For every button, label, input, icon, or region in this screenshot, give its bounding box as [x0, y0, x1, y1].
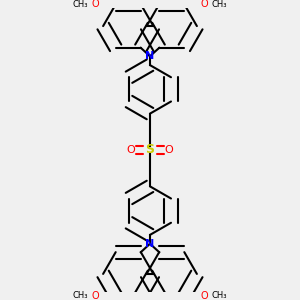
Text: N: N [146, 239, 154, 249]
Text: O: O [201, 0, 208, 9]
Text: CH₃: CH₃ [212, 0, 227, 9]
Text: CH₃: CH₃ [212, 291, 227, 300]
Text: O: O [126, 145, 135, 155]
Text: O: O [165, 145, 174, 155]
Text: O: O [92, 291, 99, 300]
Text: S: S [146, 143, 154, 157]
Text: N: N [146, 51, 154, 61]
Text: CH₃: CH₃ [73, 291, 88, 300]
Text: O: O [92, 0, 99, 9]
Text: CH₃: CH₃ [73, 0, 88, 9]
Text: O: O [201, 291, 208, 300]
